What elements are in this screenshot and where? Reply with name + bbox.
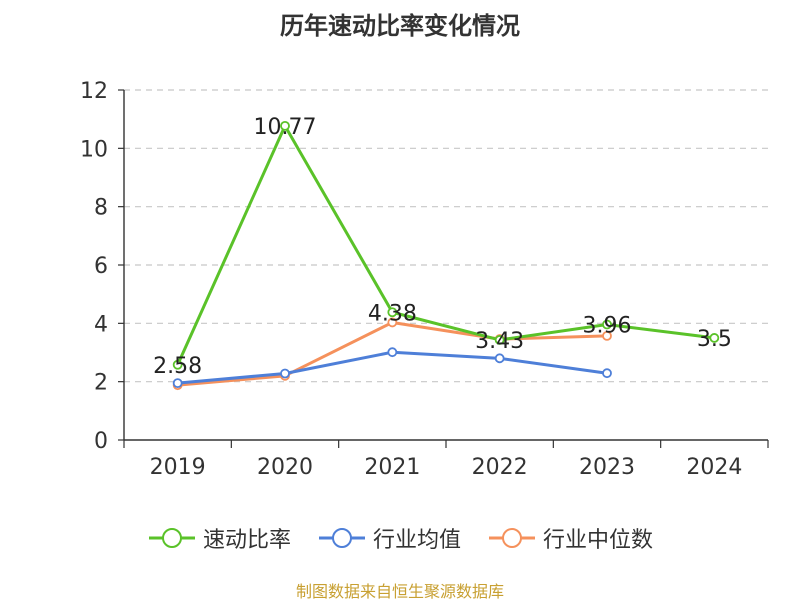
x-tick-label: 2020 [257,455,313,480]
legend-item[interactable]: 行业均值 [317,522,461,554]
data-label: 2.58 [153,354,202,379]
x-tick-label: 2024 [686,455,742,480]
data-point [494,335,505,345]
series-line [176,124,715,366]
data-point [602,368,612,379]
y-tick-label: 4 [94,312,108,337]
x-tick-label: 2023 [579,455,635,480]
legend-line-circle-icon [148,528,195,548]
x-tick-label: 2022 [472,455,528,480]
legend-circle [502,528,522,548]
y-tick-label: 8 [94,196,108,221]
y-tick-label: 10 [80,137,108,162]
data-point [709,333,720,343]
legend-circle [331,528,352,548]
data-point [602,319,612,330]
data-point [280,120,290,131]
legend-line-circle-icon [318,528,365,548]
chart-title: 历年速动比率变化情况 [280,12,520,40]
x-tick-label: 2019 [150,455,206,480]
x-tick-label: 2021 [364,455,420,480]
legend-item[interactable]: 行业中位数 [487,522,653,554]
legend: 速动比率 行业均值 行业中位数 [0,520,800,556]
legend-line-circle-icon [489,528,535,548]
legend-label: 行业均值 [372,528,461,553]
legend-circle [161,528,182,548]
data-label: 3.43 [475,329,524,354]
data-point [387,317,398,328]
data-point [387,347,398,358]
data-point [172,378,183,389]
data-label: 4.38 [368,301,417,326]
data-label: 10.77 [254,115,317,140]
y-tick-label: 2 [94,371,108,396]
data-label: 3.96 [583,314,632,339]
data-point [494,353,505,364]
legend-label: 速动比率 [202,528,291,553]
y-tick-label: 6 [94,254,108,279]
grid-lines [124,89,768,383]
data-point [387,307,398,318]
legend-label: 行业中位数 [543,528,654,553]
data-point [280,368,290,379]
y-tick-label: 0 [94,429,108,454]
axes: 0 2 4 6 8 10 12 2019 2020 2021 2022 2023 2024 [80,79,769,480]
data-point [172,359,183,370]
data-point [602,330,612,341]
y-tick-label: 12 [80,79,108,104]
series-lines [172,120,720,391]
source-note: 制图数据来自恒生聚源数据库 [295,582,504,601]
legend-item[interactable]: 速动比率 [147,522,291,554]
data-labels: 2.58 10.77 4.38 3.43 3.96 3.5 [153,115,732,379]
data-label: 3.5 [697,327,732,352]
